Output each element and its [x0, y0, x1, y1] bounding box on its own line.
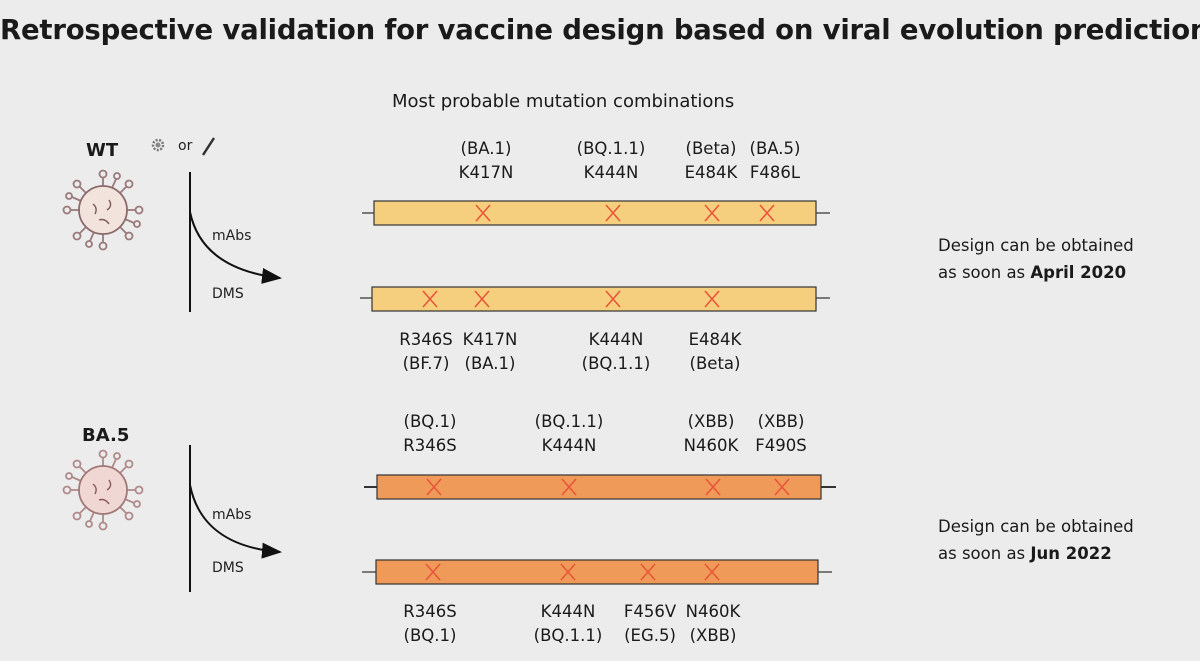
mutation-marker [474, 290, 490, 308]
mutation-label-wt-bottom-4: E484K (Beta) [688, 330, 742, 373]
sequence-bar-ba5-2 [362, 559, 832, 585]
mutation-label-ba5-top-3: (XBB) N460K [683, 412, 739, 455]
mutation-marker [422, 290, 438, 308]
axis-label-mabs-wt: mAbs [212, 228, 251, 244]
mutation-marker [475, 204, 491, 222]
mutation-marker [705, 478, 721, 496]
axis-label-dms-wt: DMS [212, 286, 244, 302]
escape-curve-ba5: mAbs DMS [189, 445, 282, 592]
mutation-marker [426, 478, 442, 496]
mutation-marker [605, 204, 621, 222]
axis-label-mabs-ba5: mAbs [212, 507, 251, 523]
design-date-ba5: Jun 2022 [1030, 544, 1112, 563]
mutation-marker [640, 563, 656, 581]
mutation-label-ba5-top-2: (BQ.1.1) K444N [534, 412, 604, 455]
mutation-label-wt-bottom-2: K417N (BA.1) [462, 330, 518, 373]
mutation-label-wt-top-4: (BA.5) F486L [749, 139, 801, 182]
mutation-label-ba5-top-1: (BQ.1) R346S [403, 412, 457, 455]
strain-label-ba5: BA.5 [82, 425, 130, 446]
mutation-label-ba5-bottom-3: F456V (EG.5) [623, 602, 677, 645]
mutation-label-ba5-top-4: (XBB) F490S [755, 412, 807, 455]
mutation-label-ba5-bottom-2: K444N (BQ.1.1) [533, 602, 603, 645]
mutation-marker [704, 563, 720, 581]
mutation-label-wt-top-1: (BA.1) K417N [458, 139, 514, 182]
sequence-bar-wt-2 [360, 286, 830, 312]
mutation-marker [560, 563, 576, 581]
mutation-marker [561, 478, 577, 496]
mutation-label-wt-top-3: (Beta) E484K [684, 139, 738, 182]
virus-icon-wt [62, 169, 144, 251]
design-note-ba5: Design can be obtained as soon as Jun 20… [938, 517, 1134, 563]
mutation-label-ba5-bottom-4: N460K (XBB) [685, 602, 741, 645]
pen-icon [201, 137, 216, 156]
source-or-text: or [178, 138, 193, 154]
mutation-marker [704, 204, 720, 222]
subtitle: Most probable mutation combinations [392, 91, 735, 112]
strain-label-wt: WT [86, 140, 119, 161]
virus-icon-ba5 [62, 449, 144, 531]
mutation-label-wt-bottom-3: K444N (BQ.1.1) [581, 330, 651, 373]
mutation-marker [759, 204, 775, 222]
mutation-label-ba5-bottom-1: R346S (BQ.1) [403, 602, 457, 645]
mutation-marker [704, 290, 720, 308]
antibody-icon [151, 138, 165, 152]
mutation-label-wt-top-2: (BQ.1.1) K444N [576, 139, 646, 182]
page-title: Retrospective validation for vaccine des… [0, 14, 1200, 46]
sequence-bar-wt-1 [362, 200, 830, 226]
axis-label-dms-ba5: DMS [212, 560, 244, 576]
design-date-wt: April 2020 [1030, 263, 1127, 282]
mutation-label-wt-bottom-1: R346S (BF.7) [399, 330, 453, 373]
sequence-bar-ba5-1 [364, 474, 836, 500]
mutation-marker [605, 290, 621, 308]
mutation-marker [774, 478, 790, 496]
mutation-marker [425, 563, 441, 581]
escape-curve-wt: mAbs DMS [189, 172, 282, 312]
design-note-wt: Design can be obtained as soon as April … [938, 236, 1134, 282]
